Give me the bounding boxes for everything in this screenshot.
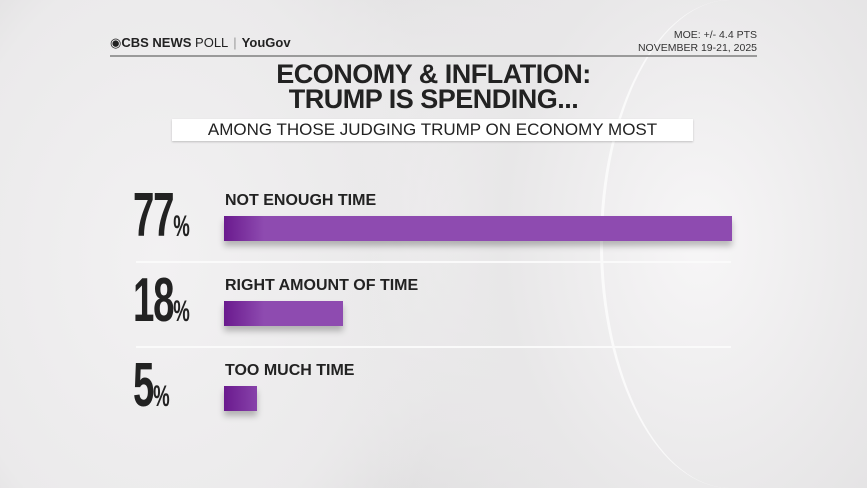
value-label: 18% (133, 266, 190, 335)
background-arc (600, 0, 860, 488)
partner-logo: YouGov (241, 35, 291, 50)
header-divider (110, 55, 757, 57)
bar (224, 216, 732, 241)
value-label: 5% (133, 351, 170, 420)
category-label: RIGHT AMOUNT OF TIME (225, 277, 419, 294)
cbs-yougov-logo: ◉CBS NEWS POLL | YouGov (110, 35, 291, 50)
bar (224, 301, 343, 326)
bar (224, 386, 257, 411)
title-line-2: TRUMP IS SPENDING... (288, 84, 579, 114)
chart-title: ECONOMY & INFLATION: TRUMP IS SPENDING..… (0, 59, 867, 114)
margin-of-error: MOE: +/- 4.4 PTS (673, 29, 757, 41)
brand: CBS NEWS (121, 35, 192, 50)
poll-dates: NOVEMBER 19-21, 2025 (637, 42, 757, 54)
category-label: TOO MUCH TIME (225, 362, 355, 379)
value-label: 77% (133, 181, 190, 250)
category-label: NOT ENOUGH TIME (225, 192, 377, 209)
cbs-eye-icon: ◉ (110, 35, 122, 50)
row-divider (136, 261, 731, 263)
poll-info: MOE: +/- 4.4 PTS NOVEMBER 19-21, 2025 (638, 29, 757, 55)
title-line-1: ECONOMY & INFLATION: (276, 59, 591, 89)
chart-subtitle: AMONG THOSE JUDGING TRUMP ON ECONOMY MOS… (172, 119, 693, 141)
brand-suffix: POLL (195, 35, 229, 50)
row-divider (136, 346, 731, 348)
